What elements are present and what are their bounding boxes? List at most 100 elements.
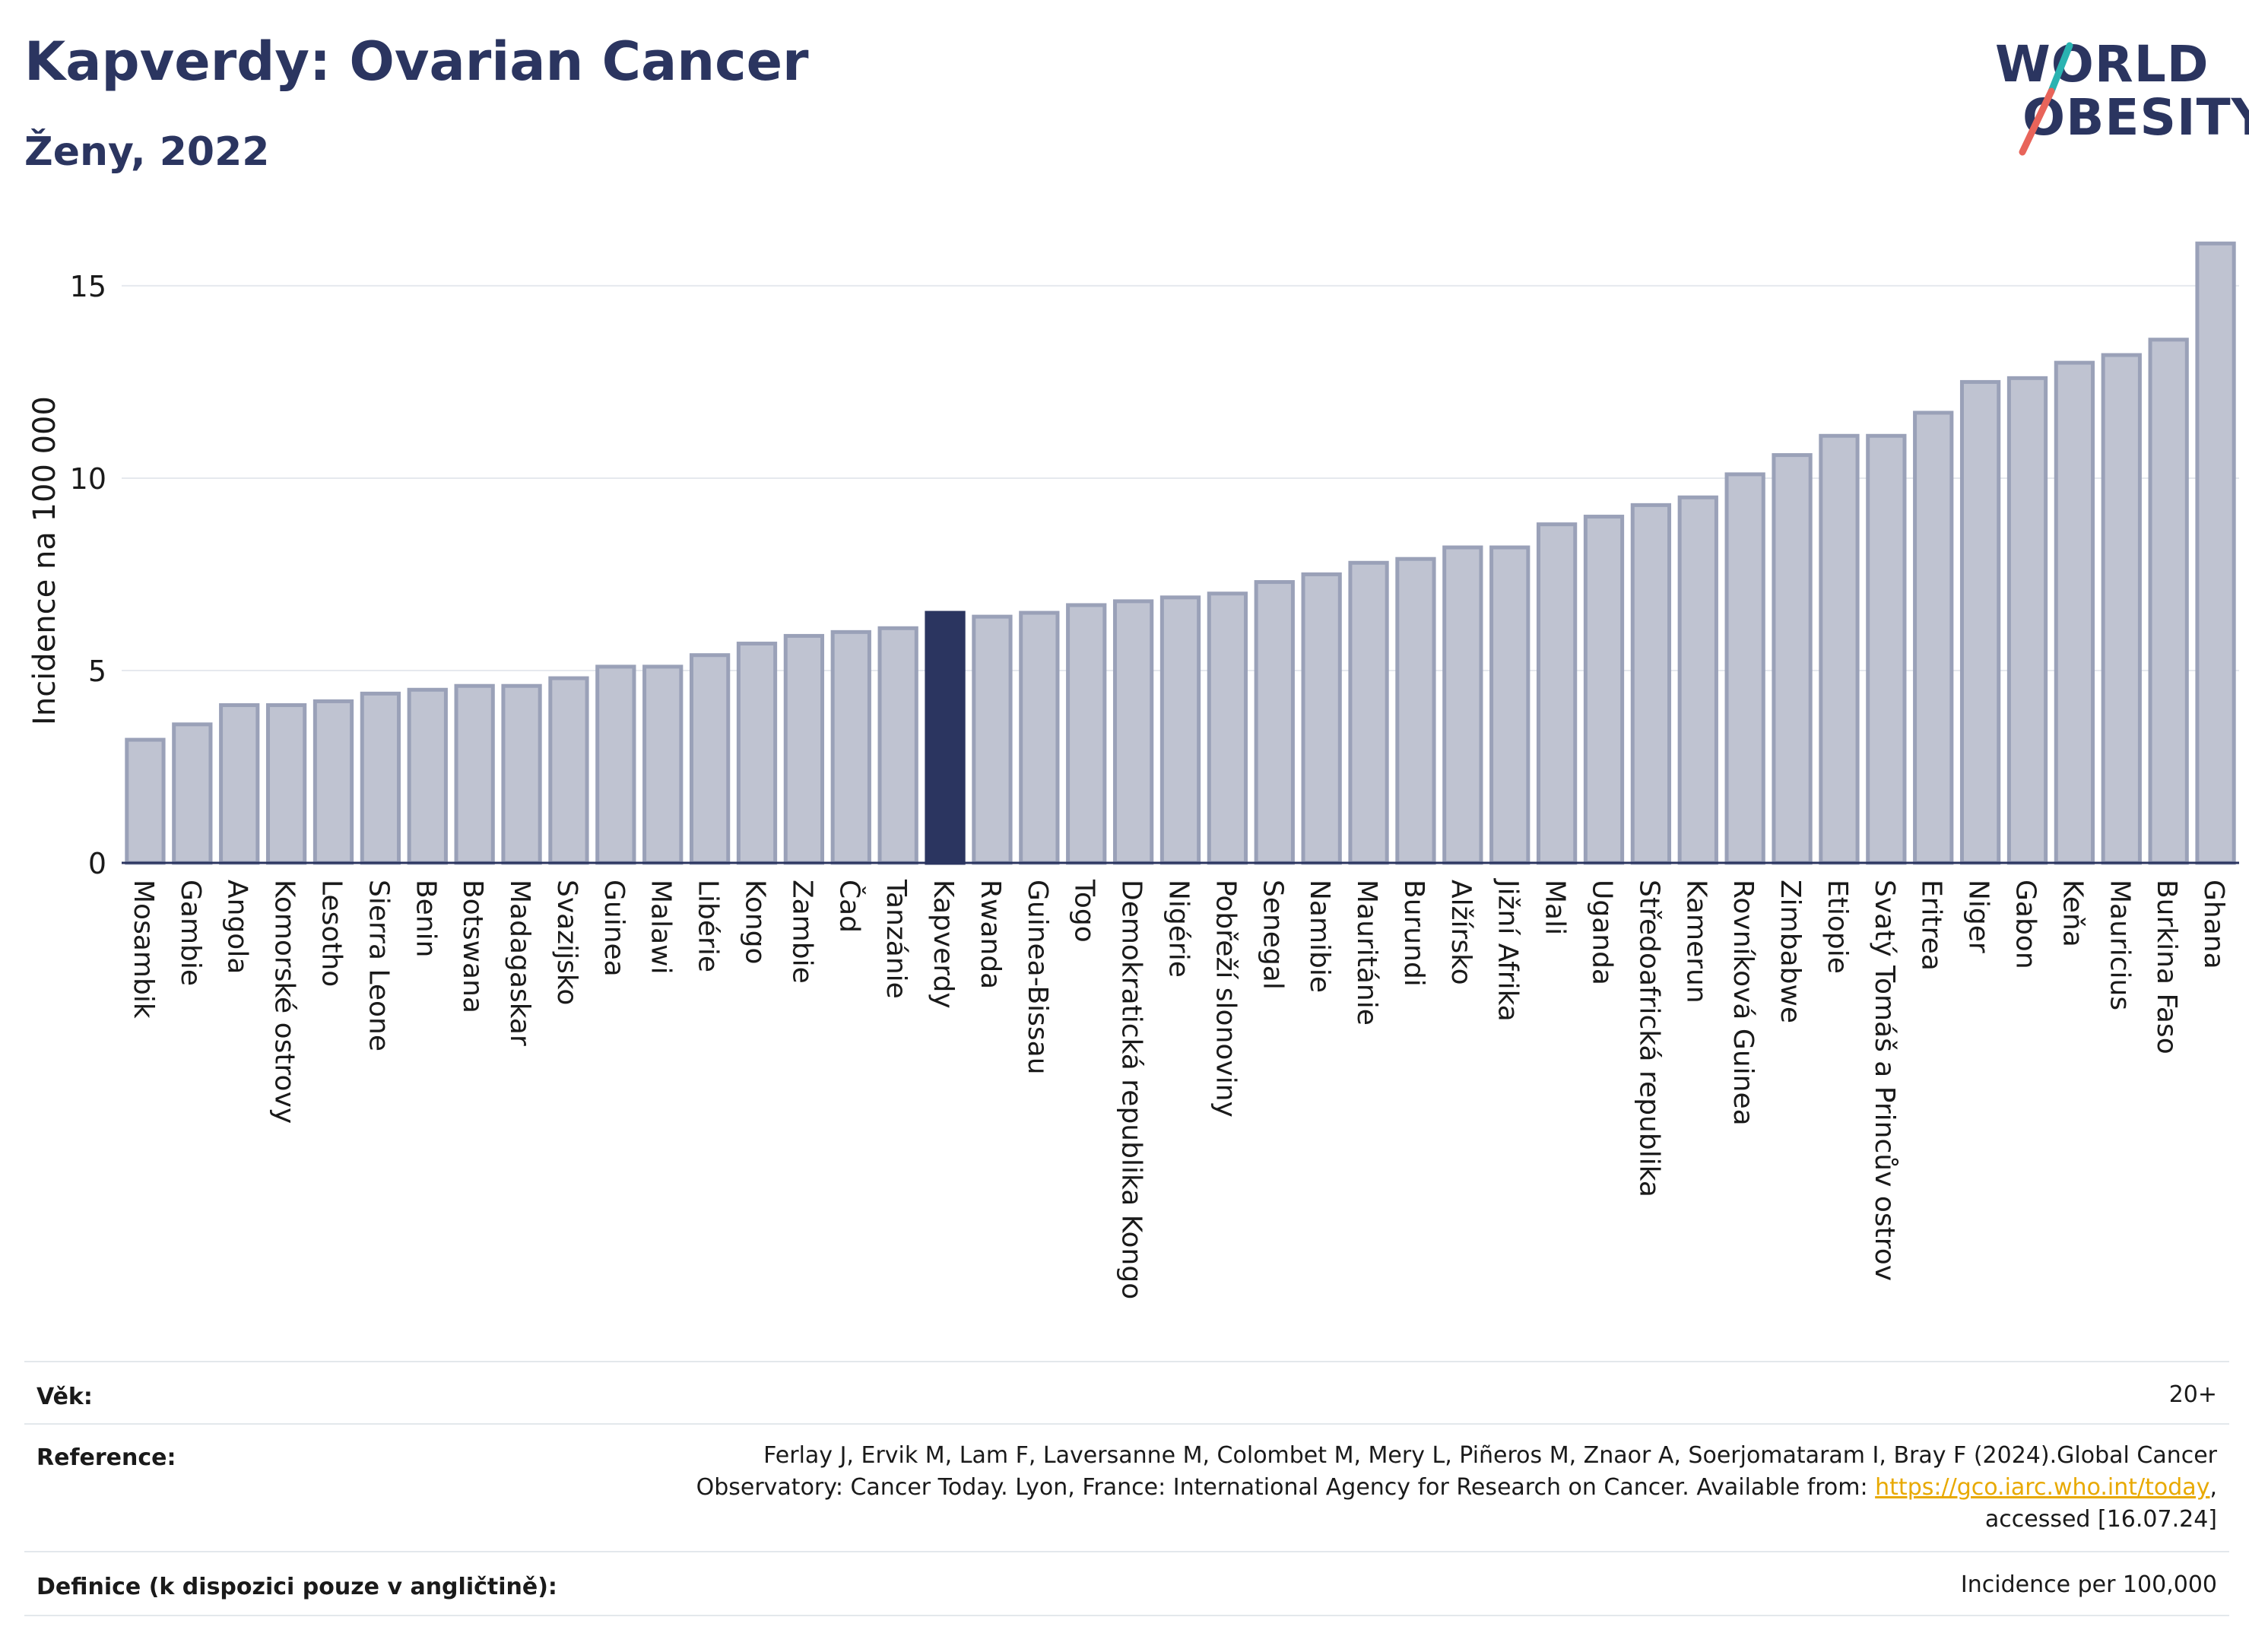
x-tick-label: Benin (410, 880, 441, 957)
bar (595, 664, 636, 865)
x-tick-label: Guinea (598, 880, 630, 977)
bar (1819, 433, 1860, 865)
x-tick-label: Gambie (175, 880, 206, 986)
x-axis-ticks: Mosambik Gambie Angola Komorské ostrovy Leso… (128, 878, 2229, 1299)
x-tick-label: Etiopie (1822, 880, 1853, 974)
x-tick-label: Komorské ostrovy (269, 880, 300, 1124)
definition-value: Incidence per 100,000 (1960, 1571, 2217, 1598)
x-tick-label: Kongo (740, 880, 771, 965)
bar (501, 683, 542, 865)
x-tick-label: Mauritánie (1351, 880, 1382, 1026)
bar (1254, 580, 1295, 865)
bar (2054, 360, 2095, 865)
bar (2006, 376, 2048, 865)
bar (1913, 411, 1954, 865)
bar (312, 699, 354, 865)
x-tick-label: Sierra Leone (363, 880, 394, 1051)
reference-text-line2: Observatory: Cancer Today. Lyon, France:… (392, 1472, 2217, 1504)
x-tick-label: Libérie (693, 880, 724, 972)
reference-text-comma: , (2209, 1474, 2217, 1501)
x-tick-label: Svazijsko (551, 880, 582, 1005)
x-tick-label: Alžírsko (1445, 880, 1477, 985)
reference-link[interactable]: https://gco.iarc.who.int/today (1875, 1474, 2210, 1501)
logo-line2: OBESITY (2022, 88, 2249, 147)
bar (1019, 610, 1060, 865)
bar (972, 614, 1013, 865)
chart-subtitle: Ženy, 2022 (24, 129, 270, 175)
bar (830, 629, 871, 865)
x-tick-label: Svatý Tomáš a Princův ostrov (1869, 880, 1900, 1281)
bar (783, 633, 825, 865)
y-axis-ticks: 0 5 10 15 (70, 270, 106, 880)
logo-slash-icon (2019, 42, 2073, 156)
y-tick-label: 0 (88, 847, 106, 880)
bar (548, 676, 589, 865)
x-tick-label: Tanzánie (880, 879, 912, 999)
age-value: 20+ (2168, 1381, 2217, 1408)
x-tick-label: Senegal (1257, 880, 1288, 990)
world-obesity-logo: WORLD OBESITY (1977, 30, 2249, 167)
x-tick-label: Guinea-Bissau (1022, 880, 1053, 1075)
x-tick-label: Madagaskar (504, 880, 535, 1046)
age-row: Věk: 20+ (24, 1361, 2229, 1425)
x-tick-label: Kamerun (1680, 880, 1711, 1004)
x-tick-label: Togo (1069, 879, 1100, 943)
x-tick-label: Ghana (2198, 880, 2229, 969)
bar (1159, 595, 1201, 865)
bar (219, 703, 260, 865)
bar (1959, 379, 2001, 865)
x-tick-label: Pobřeží slonoviny (1210, 880, 1241, 1118)
x-tick-label: Rwanda (975, 880, 1006, 989)
bar (1772, 453, 1813, 865)
bar (1442, 545, 1483, 865)
bar (1489, 545, 1531, 865)
y-axis-label: Incidence na 100 000 (27, 396, 62, 725)
bar-chart: 0 5 10 15 Mosambik Gambie Angola Komorské ostr… (27, 241, 2239, 1299)
x-tick-label: Nigérie (1163, 880, 1194, 978)
x-tick-label: Kapverdy (928, 880, 959, 1009)
x-tick-label: Burundi (1398, 880, 1429, 987)
x-tick-label: Niger (1963, 880, 1994, 953)
x-tick-label: Burkina Faso (2151, 880, 2182, 1054)
bar (1724, 472, 1765, 865)
y-tick-label: 5 (88, 655, 106, 688)
bar (1395, 556, 1436, 865)
definition-row: Definice (k dispozici pouze v angličtině… (24, 1551, 2229, 1616)
bar (265, 703, 307, 865)
bar (1536, 522, 1578, 865)
bar (1677, 495, 1718, 865)
definition-label: Definice (k dispozici pouze v angličtině… (36, 1574, 557, 1600)
bar (1112, 599, 1154, 865)
bar (642, 664, 684, 865)
x-tick-label: Zimbabwe (1775, 880, 1806, 1023)
y-tick-label: 15 (70, 270, 106, 303)
bar (454, 683, 495, 865)
x-tick-label: Zambie (786, 880, 817, 984)
x-tick-label: Uganda (1587, 880, 1618, 985)
reference-value: Ferlay J, Ervik M, Lam F, Laversanne M, … (392, 1440, 2217, 1536)
x-tick-label: Angola (222, 880, 253, 974)
bar (877, 626, 918, 865)
bar (2195, 241, 2236, 865)
bar (736, 642, 778, 865)
bar (1630, 503, 1672, 865)
x-tick-label: Jižní Afrika (1492, 878, 1524, 1022)
age-label: Věk: (36, 1384, 93, 1410)
x-tick-label: Rovníková Guinea (1727, 880, 1759, 1126)
x-tick-label: Gabon (2010, 880, 2041, 969)
x-tick-label: Botswana (457, 880, 488, 1013)
bar (1866, 433, 1907, 865)
reference-text-line2-prefix: Observatory: Cancer Today. Lyon, France:… (696, 1474, 1876, 1501)
reference-label: Reference: (36, 1444, 176, 1471)
bar (1583, 515, 1625, 865)
bar (172, 722, 213, 865)
x-tick-label: Eritrea (1916, 880, 1947, 971)
bar (125, 737, 166, 865)
x-tick-label: Středoafrická republika (1633, 880, 1664, 1197)
chart-title: Kapverdy: Ovarian Cancer (24, 30, 809, 93)
bar (360, 691, 401, 865)
logo-line1: WORLD (1995, 35, 2209, 94)
bar (407, 687, 448, 865)
reference-row: Reference: Ferlay J, Ervik M, Lam F, Lav… (24, 1423, 2229, 1552)
bar (1348, 560, 1389, 865)
